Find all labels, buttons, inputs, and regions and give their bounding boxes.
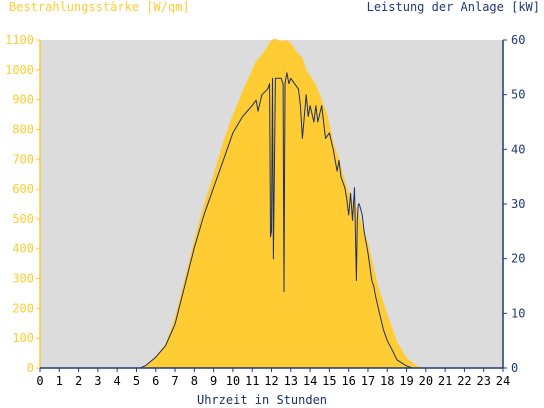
- left-tick-label: 1000: [5, 63, 34, 77]
- x-tick-label: 8: [191, 374, 198, 388]
- left-tick-label: 500: [12, 212, 34, 226]
- left-axis-title: Bestrahlungsstärke [W/qm]: [9, 0, 190, 14]
- x-tick-label: 20: [419, 374, 433, 388]
- x-tick-label: 22: [457, 374, 471, 388]
- left-tick-label: 900: [12, 93, 34, 107]
- x-axis-label: Uhrzeit in Stunden: [197, 393, 327, 407]
- x-tick-label: 24: [496, 374, 510, 388]
- x-tick-label: 14: [303, 374, 317, 388]
- right-tick-label: 50: [511, 88, 525, 102]
- x-ticks: 0 1 2 3 4 5 6 7 8 9 10 11 12 13 14 15 16 17 18 19 20 21 22 23 24: [36, 368, 510, 388]
- x-tick-label: 16: [341, 374, 355, 388]
- x-tick-label: 7: [171, 374, 178, 388]
- x-tick-label: 23: [476, 374, 490, 388]
- x-tick-label: 2: [75, 374, 82, 388]
- x-tick-label: 0: [36, 374, 43, 388]
- x-tick-label: 11: [245, 374, 259, 388]
- left-tick-label: 600: [12, 182, 34, 196]
- left-tick-label: 800: [12, 122, 34, 136]
- right-ticks: 0 10 20 30 40 50 60: [503, 33, 525, 375]
- x-tick-label: 19: [399, 374, 413, 388]
- x-tick-label: 3: [94, 374, 101, 388]
- left-tick-label: 200: [12, 301, 34, 315]
- x-tick-label: 4: [114, 374, 121, 388]
- series-layer: [40, 38, 503, 369]
- left-tick-label: 100: [12, 331, 34, 345]
- right-tick-label: 0: [511, 361, 518, 375]
- right-tick-label: 10: [511, 306, 525, 320]
- x-tick-label: 10: [226, 374, 240, 388]
- right-tick-label: 60: [511, 33, 525, 47]
- right-tick-label: 40: [511, 142, 525, 156]
- left-tick-label: 1100: [5, 33, 34, 47]
- power-line-series: [40, 72, 503, 369]
- left-tick-label: 300: [12, 272, 34, 286]
- left-tick-label: 0: [27, 361, 34, 375]
- x-tick-label: 6: [152, 374, 159, 388]
- x-tick-label: 12: [264, 374, 278, 388]
- right-tick-label: 30: [511, 197, 525, 211]
- right-tick-label: 20: [511, 252, 525, 266]
- x-tick-label: 21: [438, 374, 452, 388]
- left-tick-label: 700: [12, 152, 34, 166]
- right-axis-title: Leistung der Anlage [kW]: [367, 0, 540, 14]
- x-tick-label: 18: [380, 374, 394, 388]
- x-tick-label: 13: [284, 374, 298, 388]
- left-ticks: 0 100 200 300 400 500 600 700 800 900 1000 1100: [5, 33, 40, 375]
- x-tick-label: 17: [361, 374, 375, 388]
- left-tick-label: 400: [12, 242, 34, 256]
- x-tick-label: 5: [133, 374, 140, 388]
- x-tick-label: 15: [322, 374, 336, 388]
- x-tick-label: 1: [56, 374, 63, 388]
- x-tick-label: 9: [210, 374, 217, 388]
